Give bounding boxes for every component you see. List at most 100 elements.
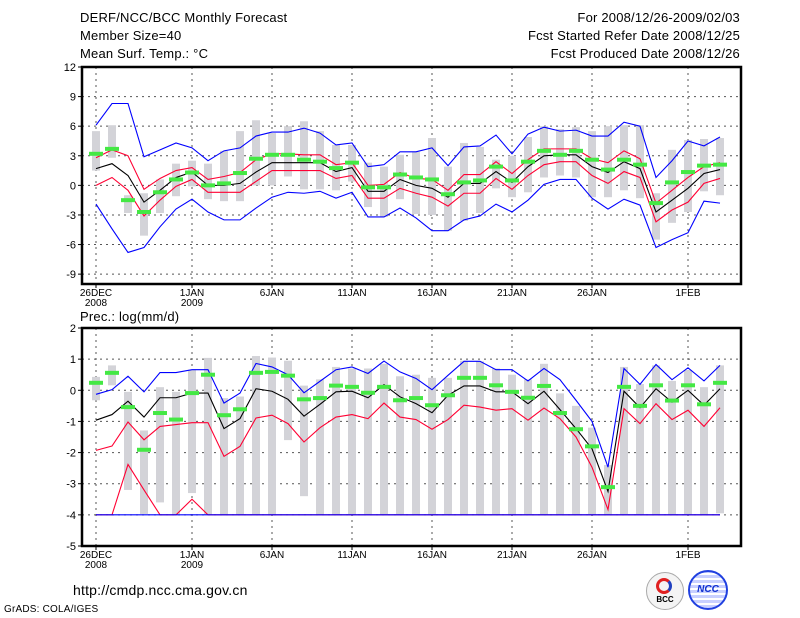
range-bar: [140, 193, 148, 236]
range-bar: [412, 374, 420, 515]
green-marker: [297, 397, 311, 402]
lower-spread-line: [95, 161, 721, 223]
green-marker: [361, 390, 375, 395]
range-bar: [524, 137, 532, 193]
x-tick-label: 16JAN: [417, 288, 447, 299]
range-bar: [428, 138, 436, 215]
green-marker: [409, 175, 423, 180]
range-bar: [396, 154, 404, 200]
range-bar: [556, 129, 564, 176]
green-marker: [137, 447, 151, 452]
green-marker: [537, 383, 551, 388]
green-marker: [153, 411, 167, 416]
range-bar: [492, 159, 500, 189]
green-marker: [377, 384, 391, 389]
range-bar: [428, 377, 436, 515]
green-marker: [665, 180, 679, 185]
range-bar: [524, 379, 532, 515]
range-bar: [604, 126, 612, 198]
green-marker: [505, 389, 519, 394]
range-bar: [444, 377, 452, 515]
green-marker: [169, 417, 183, 422]
x-tick-label: 16JAN: [417, 550, 447, 561]
green-marker: [169, 177, 183, 182]
green-marker: [569, 427, 583, 432]
green-marker: [713, 162, 727, 167]
x-tick-label: 26JAN: [577, 288, 607, 299]
green-marker: [713, 380, 727, 385]
green-marker: [89, 380, 103, 385]
green-marker: [585, 157, 599, 162]
upper-spread-line: [95, 148, 721, 205]
ensemble-mean-line: [95, 383, 721, 494]
range-bar: [92, 376, 100, 401]
green-marker: [633, 162, 647, 167]
green-marker: [313, 159, 327, 164]
x-tick-year-label: 2008: [85, 560, 108, 571]
range-bar: [284, 126, 292, 177]
range-bar: [316, 379, 324, 515]
green-marker: [105, 146, 119, 151]
range-bar: [668, 149, 676, 223]
range-bar: [204, 163, 212, 200]
range-bar: [236, 396, 244, 515]
range-bar: [556, 393, 564, 515]
y-tick-label: 0: [70, 385, 76, 397]
green-marker: [473, 375, 487, 380]
y-tick-label: 0: [70, 180, 76, 192]
range-bar: [92, 131, 100, 171]
range-bar: [572, 405, 580, 515]
x-tick-label: 11JAN: [337, 550, 366, 561]
range-bar: [508, 374, 516, 515]
x-tick-year-label: 2009: [181, 298, 204, 309]
green-marker: [553, 411, 567, 416]
x-tick-label: 26DEC: [80, 550, 112, 561]
bcc-swirl-icon: [656, 578, 672, 594]
green-marker: [201, 372, 215, 377]
range-bar: [380, 363, 388, 515]
green-marker: [153, 190, 167, 195]
footer-url[interactable]: http://cmdp.ncc.cma.gov.cn: [73, 582, 248, 598]
range-bar: [300, 385, 308, 497]
green-marker: [249, 156, 263, 161]
range-bar: [460, 360, 468, 515]
y-tick-label: -5: [66, 541, 76, 553]
green-marker: [249, 370, 263, 375]
y-tick-label: -6: [66, 240, 76, 252]
green-marker: [521, 395, 535, 400]
green-marker: [217, 413, 231, 418]
range-bar: [124, 195, 132, 213]
green-marker: [665, 398, 679, 403]
x-tick-label: 6JAN: [260, 288, 284, 299]
green-marker: [345, 384, 359, 389]
green-marker: [217, 181, 231, 186]
range-bar: [476, 361, 484, 515]
maximum-line: [95, 360, 721, 468]
green-marker: [553, 152, 567, 157]
y-tick-label: 6: [70, 121, 76, 133]
y-tick-label: 9: [70, 92, 76, 104]
green-marker: [681, 170, 695, 175]
y-tick-label: -2: [66, 448, 76, 460]
green-marker: [313, 396, 327, 401]
range-bar: [156, 179, 164, 213]
green-marker: [121, 198, 135, 203]
range-bar: [284, 360, 292, 441]
x-tick-label: 1FEB: [675, 288, 700, 299]
variable-label: Mean Surf. Temp.: °C: [80, 46, 209, 61]
range-bar: [108, 125, 116, 158]
y-tick-label: -3: [66, 479, 76, 491]
green-marker: [121, 405, 135, 410]
green-marker: [457, 180, 471, 185]
range-bar: [444, 166, 452, 231]
green-marker: [681, 383, 695, 388]
range-bar: [668, 380, 676, 515]
green-marker: [697, 163, 711, 168]
green-marker: [345, 160, 359, 165]
range-bar: [396, 376, 404, 515]
range-bar: [348, 368, 356, 515]
range-bar: [108, 365, 116, 386]
range-bar: [620, 366, 628, 515]
green-marker: [633, 403, 647, 408]
